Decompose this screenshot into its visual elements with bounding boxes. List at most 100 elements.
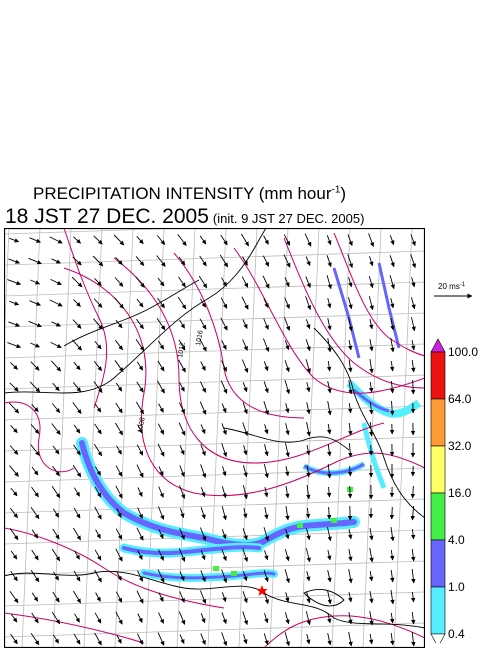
wind-vector xyxy=(116,508,122,518)
wind-vector xyxy=(242,548,249,563)
wind-vector xyxy=(72,464,82,478)
wind-vector xyxy=(114,297,124,309)
wind-vector xyxy=(136,527,144,541)
wind-vector xyxy=(10,613,18,623)
wind-vector xyxy=(369,528,374,541)
wind-vector xyxy=(389,235,395,246)
wind-vector xyxy=(52,382,60,392)
wind-vector xyxy=(53,634,59,644)
wind-vector xyxy=(72,339,82,351)
wind-vector xyxy=(327,570,332,583)
wind-vector xyxy=(178,256,186,266)
wind-vector xyxy=(73,444,81,456)
wind-vector xyxy=(411,297,416,310)
wind-vector xyxy=(157,443,165,457)
wind-vector xyxy=(115,256,123,266)
colorbar-box xyxy=(430,351,446,400)
wind-vector xyxy=(327,338,332,353)
wind-vector xyxy=(158,549,164,561)
wind-vector xyxy=(135,276,145,288)
wind-vector xyxy=(200,487,206,498)
wind-vector xyxy=(410,485,416,499)
wind-vector xyxy=(92,255,104,267)
colorbar-bottom-triangle xyxy=(430,633,446,643)
wind-vector xyxy=(348,360,353,373)
wind-vector xyxy=(327,401,332,416)
wind-vector xyxy=(73,507,81,519)
wind-vector xyxy=(95,529,101,539)
wind-vector xyxy=(390,297,395,309)
wind-vector xyxy=(116,634,122,644)
wind-vector xyxy=(115,548,123,562)
wind-vector xyxy=(51,423,61,435)
wind-vector xyxy=(52,528,60,540)
wind-vector xyxy=(284,380,290,395)
wind-vector xyxy=(283,254,291,268)
wind-vector xyxy=(347,465,353,477)
wind-vector xyxy=(327,297,332,309)
wind-vector xyxy=(179,465,185,478)
wind-vector xyxy=(306,528,311,541)
wind-vector xyxy=(306,422,311,437)
colorbar-top-triangle xyxy=(430,338,446,353)
wind-vector xyxy=(305,507,311,519)
wind-vector xyxy=(263,633,269,646)
wind-vector xyxy=(347,403,353,414)
wind-vector xyxy=(221,486,227,499)
wind-vector xyxy=(177,234,187,246)
wind-vector xyxy=(72,382,82,393)
wind-vector xyxy=(304,233,312,247)
wind-vector xyxy=(221,423,227,436)
wind-vector xyxy=(157,632,165,646)
wind-vector xyxy=(10,424,18,434)
isobar-label: 1008 xyxy=(137,417,147,434)
colorbar-box xyxy=(430,445,446,494)
wind-vector xyxy=(390,570,395,583)
wind-vector xyxy=(368,401,374,415)
wind-vector xyxy=(136,361,144,371)
wind-vectors xyxy=(7,233,417,647)
wind-vector xyxy=(74,550,80,560)
wind-vector xyxy=(389,400,395,416)
colorbar-tick-label: 16.0 xyxy=(448,486,472,500)
wind-vector xyxy=(177,296,187,310)
colorbar-tick-label: 0.4 xyxy=(448,627,465,641)
wind-vector xyxy=(410,234,416,247)
wind-vector xyxy=(326,235,332,246)
wind-vector xyxy=(7,342,22,349)
wind-vector xyxy=(94,569,102,583)
wind-vector xyxy=(368,296,374,311)
wind-vector xyxy=(179,445,185,456)
wind-vector xyxy=(137,613,143,623)
wind-vector xyxy=(326,360,332,372)
wind-vector xyxy=(347,485,353,499)
wind-vector xyxy=(284,277,290,288)
wind-vector xyxy=(347,234,353,247)
wind-vector xyxy=(94,403,102,413)
wind-vector xyxy=(284,466,290,477)
wind-vector xyxy=(50,341,62,349)
wind-vector xyxy=(156,255,166,267)
wind-vector xyxy=(220,297,228,309)
wind-vector xyxy=(94,506,102,520)
wind-vector xyxy=(326,255,332,268)
wind-vector xyxy=(369,591,374,604)
wind-vector xyxy=(284,569,290,584)
wind-vector xyxy=(305,548,311,563)
wind-vector xyxy=(158,466,164,477)
wind-vector xyxy=(410,528,416,540)
wind-vector xyxy=(263,298,269,309)
wind-vector xyxy=(221,277,227,287)
wind-vector xyxy=(305,611,311,626)
wind-vector xyxy=(306,382,311,393)
wind-vector xyxy=(242,485,248,500)
wind-vector xyxy=(285,423,290,436)
wind-vector xyxy=(348,549,353,562)
wind-vector xyxy=(263,464,269,479)
wind-vector xyxy=(115,319,123,329)
wind-vector xyxy=(178,611,186,625)
wind-vector xyxy=(73,633,81,645)
wind-vector xyxy=(156,317,166,331)
wind-vector xyxy=(157,277,165,287)
wind-vector xyxy=(51,321,61,327)
